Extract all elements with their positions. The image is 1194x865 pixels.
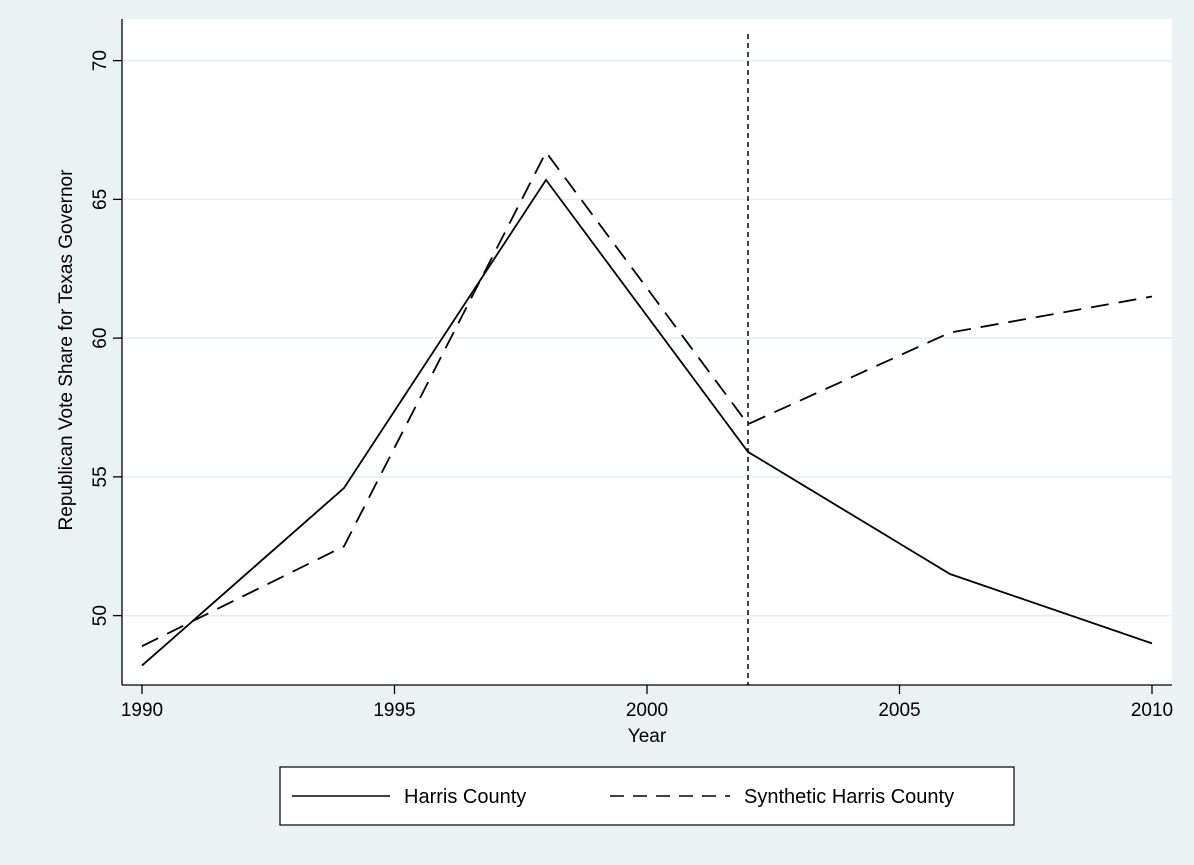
series-layer [141,34,1153,685]
y-tick-label: 70 [90,50,111,71]
x-tick-label: 2010 [1131,700,1173,721]
x-axis-title: Year [628,726,667,747]
axes-layer: 50 55 60 65 70 1990 1995 2000 2005 2010 [90,19,1173,721]
y-tick-label: 65 [90,189,111,210]
y-tick-label: 50 [90,605,111,626]
legend: Harris County Synthetic Harris County [279,766,1015,826]
y-axis-title: Republican Vote Share for Texas Governor [56,169,77,531]
legend-label: Harris County [404,786,526,808]
x-tick-label: 1995 [373,700,415,721]
x-tick-label: 2005 [878,700,920,721]
plot-area [122,19,1172,685]
x-tick-label: 1990 [121,700,163,721]
y-tick-label: 55 [90,466,111,487]
grid-layer [122,59,1172,617]
y-tick-label: 60 [90,328,111,349]
series-line-harris-county [141,178,1153,667]
series-line-synthetic-harris-county [141,150,1153,648]
legend-label: Synthetic Harris County [744,786,954,808]
x-tick-label: 2000 [626,700,668,721]
